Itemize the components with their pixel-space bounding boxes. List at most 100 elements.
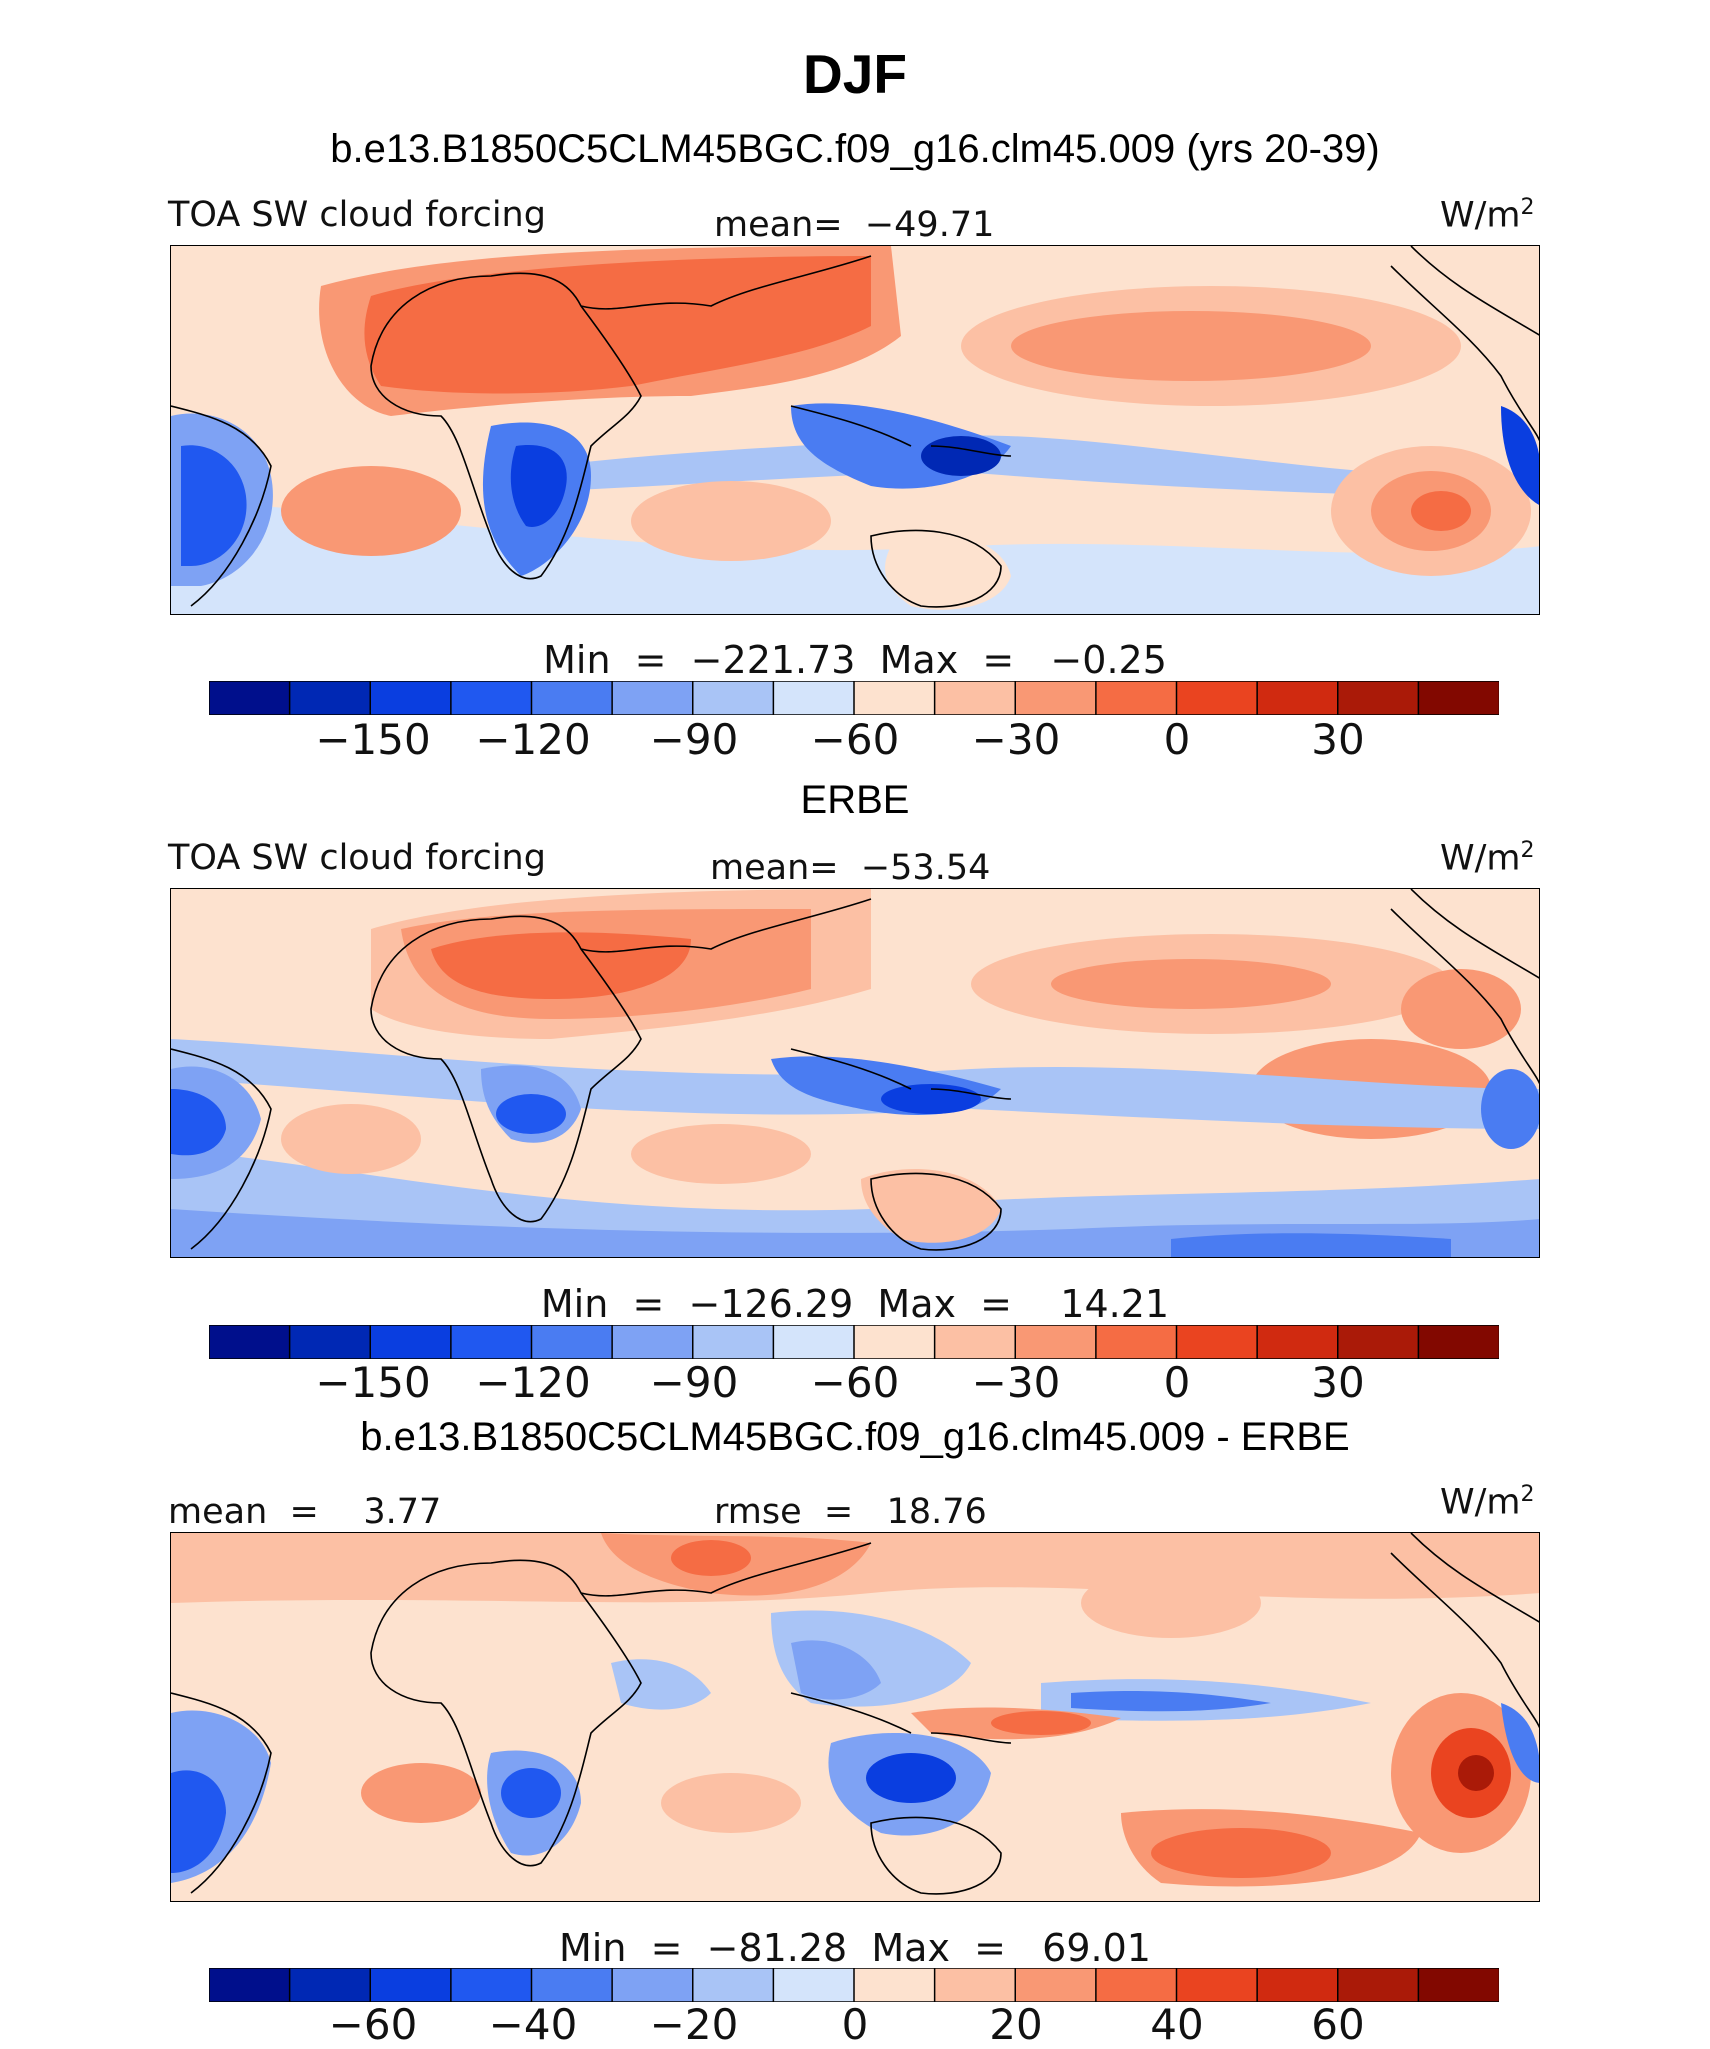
panel-1-tick-5: −30 bbox=[971, 715, 1061, 764]
panel-3-units: W/m2 bbox=[1440, 1482, 1535, 1523]
colorbar-2-swatch-7 bbox=[692, 1325, 775, 1359]
panel-1-units-text: W/m bbox=[1440, 195, 1521, 236]
panel-1-title: b.e13.B1850C5CLM45BGC.f09_g16.clm45.009 … bbox=[330, 127, 1380, 171]
colorbar-1-swatch-16 bbox=[1417, 681, 1499, 715]
colorbar-1-swatch-14 bbox=[1256, 681, 1340, 715]
panel-3-tick-5: 20 bbox=[989, 2000, 1043, 2049]
colorbar-3-swatch-16 bbox=[1417, 1968, 1499, 2002]
colorbar-1-swatch-6 bbox=[611, 681, 695, 715]
panel-2-minmax: Min = −126.29 Max = 14.21 bbox=[540, 1282, 1170, 1326]
colorbar-2-swatch-8 bbox=[772, 1325, 856, 1359]
colorbar-3-swatch-4 bbox=[450, 1968, 533, 2002]
colorbar-3-swatch-10 bbox=[933, 1968, 1017, 2002]
panel-1-mean-label: mean= −49.71 bbox=[714, 205, 995, 245]
panel-3-rmse-label: rmse = 18.76 bbox=[714, 1492, 987, 1532]
panel-1-contour-field bbox=[171, 246, 1539, 614]
panel-3-title: b.e13.B1850C5CLM45BGC.f09_g16.clm45.009 … bbox=[360, 1415, 1350, 1459]
colorbar-2-swatch-6 bbox=[611, 1325, 695, 1359]
panel-1-tick-4: −60 bbox=[810, 715, 900, 764]
panel-2-map bbox=[170, 888, 1540, 1258]
panel-2-tick-1: −150 bbox=[315, 1358, 431, 1407]
panel-2-colorbar-svg bbox=[209, 1325, 1499, 1359]
colorbar-2-swatch-11 bbox=[1014, 1325, 1098, 1359]
panel-1-tick-1: −150 bbox=[315, 715, 431, 764]
colorbar-2-swatch-9 bbox=[853, 1325, 936, 1359]
colorbar-1-swatch-1 bbox=[209, 681, 291, 715]
colorbar-2-swatch-15 bbox=[1337, 1325, 1420, 1359]
colorbar-1-swatch-15 bbox=[1337, 681, 1420, 715]
panel-3-tick-6: 40 bbox=[1150, 2000, 1204, 2049]
panel-1-tick-2: −120 bbox=[475, 715, 591, 764]
colorbar-2-swatch-13 bbox=[1175, 1325, 1259, 1359]
panel-1-variable-label: TOA SW cloud forcing bbox=[168, 195, 546, 235]
colorbar-1-swatch-5 bbox=[530, 681, 614, 715]
panel-1-colorbar bbox=[209, 681, 1499, 715]
colorbar-2-swatch-10 bbox=[933, 1325, 1017, 1359]
colorbar-3-swatch-8 bbox=[772, 1968, 856, 2002]
season-title: DJF bbox=[803, 43, 907, 105]
panel-1-units-sup: 2 bbox=[1520, 195, 1535, 220]
panel-3-tick-1: −60 bbox=[328, 2000, 418, 2049]
colorbar-3-swatch-14 bbox=[1256, 1968, 1340, 2002]
panel-3-colorbar bbox=[209, 1968, 1499, 2002]
colorbar-3-swatch-12 bbox=[1095, 1968, 1178, 2002]
panel-2-tick-6: 0 bbox=[1163, 1358, 1191, 1407]
colorbar-3-swatch-7 bbox=[692, 1968, 775, 2002]
colorbar-2-swatch-3 bbox=[369, 1325, 453, 1359]
colorbar-2-swatch-4 bbox=[450, 1325, 533, 1359]
colorbar-2-swatch-14 bbox=[1256, 1325, 1340, 1359]
colorbar-1-swatch-11 bbox=[1014, 681, 1098, 715]
panel-2-units-sup: 2 bbox=[1520, 838, 1535, 863]
panel-2-units-text: W/m bbox=[1440, 838, 1521, 879]
panel-1-colorbar-svg bbox=[209, 681, 1499, 715]
colorbar-3-swatch-6 bbox=[611, 1968, 695, 2002]
colorbar-1-swatch-7 bbox=[692, 681, 775, 715]
colorbar-1-swatch-4 bbox=[450, 681, 533, 715]
colorbar-1-swatch-9 bbox=[853, 681, 936, 715]
colorbar-1-swatch-10 bbox=[933, 681, 1017, 715]
panel-3-units-text: W/m bbox=[1440, 1482, 1521, 1523]
panel-1-tick-7: 30 bbox=[1311, 715, 1365, 764]
panel-3-tick-2: −40 bbox=[488, 2000, 578, 2049]
panel-2-units: W/m2 bbox=[1440, 838, 1535, 879]
colorbar-3-swatch-15 bbox=[1337, 1968, 1420, 2002]
colorbar-1-swatch-3 bbox=[369, 681, 453, 715]
panel-2-title: ERBE bbox=[800, 778, 910, 822]
panel-3-colorbar-svg bbox=[209, 1968, 1499, 2002]
panel-2-colorbar bbox=[209, 1325, 1499, 1359]
colorbar-1-swatch-8 bbox=[772, 681, 856, 715]
colorbar-2-swatch-5 bbox=[530, 1325, 614, 1359]
panel-3-contour-field bbox=[171, 1533, 1539, 1901]
colorbar-2-swatch-2 bbox=[288, 1325, 372, 1359]
panel-3-units-sup: 2 bbox=[1520, 1482, 1535, 1507]
colorbar-1-swatch-12 bbox=[1095, 681, 1178, 715]
panel-1-units: W/m2 bbox=[1440, 195, 1535, 236]
panel-1-tick-6: 0 bbox=[1163, 715, 1191, 764]
colorbar-3-swatch-13 bbox=[1175, 1968, 1259, 2002]
panel-3-map bbox=[170, 1532, 1540, 1902]
panel-2-mean-label: mean= −53.54 bbox=[710, 848, 991, 888]
panel-2-variable-label: TOA SW cloud forcing bbox=[168, 838, 546, 878]
colorbar-2-swatch-12 bbox=[1095, 1325, 1178, 1359]
colorbar-2-swatch-1 bbox=[209, 1325, 291, 1359]
colorbar-3-swatch-1 bbox=[209, 1968, 291, 2002]
colorbar-3-swatch-11 bbox=[1014, 1968, 1098, 2002]
panel-1-map bbox=[170, 245, 1540, 615]
panel-2-tick-5: −30 bbox=[971, 1358, 1061, 1407]
panel-2-contour-field bbox=[171, 889, 1539, 1257]
colorbar-1-swatch-2 bbox=[288, 681, 372, 715]
panel-1-minmax: Min = −221.73 Max = −0.25 bbox=[543, 638, 1167, 682]
panel-1-tick-3: −90 bbox=[649, 715, 739, 764]
colorbar-3-swatch-2 bbox=[288, 1968, 372, 2002]
panel-2-tick-2: −120 bbox=[475, 1358, 591, 1407]
colorbar-1-swatch-13 bbox=[1175, 681, 1259, 715]
panel-3-tick-7: 60 bbox=[1311, 2000, 1365, 2049]
panel-3-tick-3: −20 bbox=[649, 2000, 739, 2049]
colorbar-3-swatch-9 bbox=[853, 1968, 936, 2002]
panel-2-tick-4: −60 bbox=[810, 1358, 900, 1407]
colorbar-3-swatch-3 bbox=[369, 1968, 453, 2002]
panel-2-tick-7: 30 bbox=[1311, 1358, 1365, 1407]
colorbar-2-swatch-16 bbox=[1417, 1325, 1499, 1359]
panel-3-minmax: Min = −81.28 Max = 69.01 bbox=[559, 1926, 1151, 1970]
